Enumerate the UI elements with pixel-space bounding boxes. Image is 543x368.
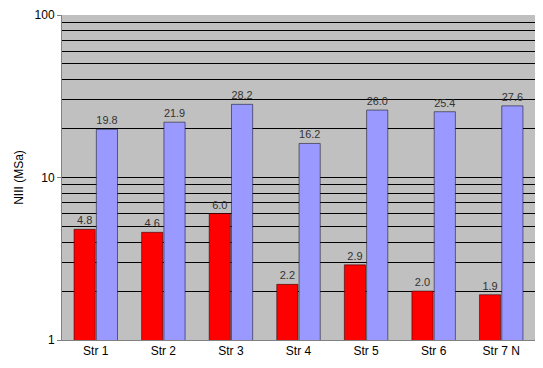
svg-text:28.2: 28.2 xyxy=(232,89,253,101)
svg-text:Str 3: Str 3 xyxy=(218,344,244,358)
svg-text:Str 2: Str 2 xyxy=(151,344,177,358)
svg-text:NIII (MSa): NIII (MSa) xyxy=(12,150,26,205)
svg-text:1: 1 xyxy=(48,333,55,347)
svg-text:19.8: 19.8 xyxy=(96,114,117,126)
svg-text:Str 7 N: Str 7 N xyxy=(483,344,520,358)
svg-text:2.2: 2.2 xyxy=(280,269,295,281)
svg-text:Str 5: Str 5 xyxy=(353,344,379,358)
svg-text:26.0: 26.0 xyxy=(367,95,388,107)
svg-text:10: 10 xyxy=(41,171,55,185)
svg-text:2.9: 2.9 xyxy=(347,250,362,262)
svg-text:1.9: 1.9 xyxy=(482,280,497,292)
svg-text:4.6: 4.6 xyxy=(145,217,160,229)
svg-text:Str 4: Str 4 xyxy=(286,344,312,358)
svg-text:2.0: 2.0 xyxy=(415,276,430,288)
svg-text:21.9: 21.9 xyxy=(164,107,185,119)
svg-text:4.8: 4.8 xyxy=(77,214,92,226)
svg-text:Str 1: Str 1 xyxy=(83,344,109,358)
svg-text:6.0: 6.0 xyxy=(212,199,227,211)
svg-text:100: 100 xyxy=(35,8,55,22)
svg-text:27.6: 27.6 xyxy=(502,91,523,103)
svg-text:16.2: 16.2 xyxy=(299,128,320,140)
svg-text:25.4: 25.4 xyxy=(434,97,455,109)
svg-text:Str 6: Str 6 xyxy=(421,344,447,358)
